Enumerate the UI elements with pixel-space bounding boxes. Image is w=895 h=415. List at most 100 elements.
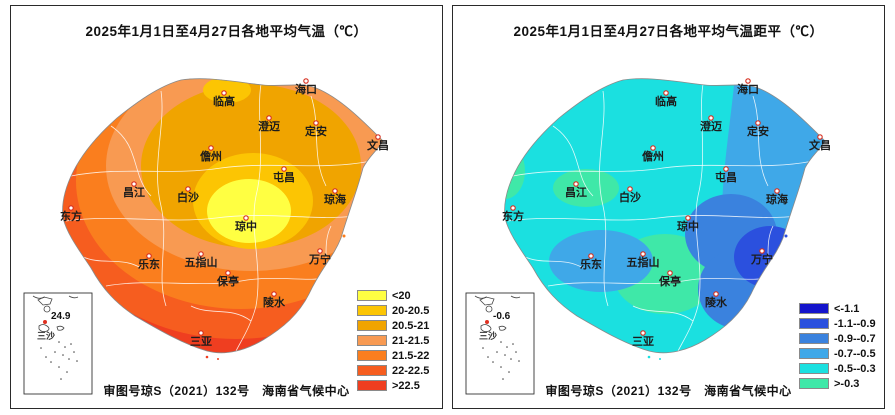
legend-swatch: [357, 290, 387, 301]
city-label: 万宁: [750, 252, 773, 266]
sansha-station-value: -0.6: [493, 311, 511, 322]
city-marker-icon: [303, 78, 309, 84]
city-label: 琼中: [235, 219, 257, 233]
islet-outline: [480, 324, 492, 333]
islet-outline: [510, 295, 521, 299]
city-临高: 临高: [213, 90, 235, 108]
legend-label: 20-20.5: [392, 304, 430, 317]
city-万宁: 万宁: [308, 248, 331, 266]
city-marker-icon: [146, 253, 152, 259]
sansha-station-marker: [43, 320, 47, 324]
inset-scatter-islets: [482, 341, 520, 380]
city-marker-icon: [208, 145, 214, 151]
city-保亭: 保亭: [658, 270, 681, 288]
hainan-coastline: [62, 78, 384, 354]
city-marker-icon: [281, 166, 287, 172]
city-label: 琼中: [677, 219, 699, 233]
city-澄迈: 澄迈: [258, 115, 280, 133]
legend-swatch: [357, 350, 387, 361]
city-五指山: 五指山: [627, 251, 660, 269]
city-乐东: 乐东: [138, 253, 160, 271]
legend-label: -1.1--0.9: [834, 317, 876, 330]
city-定安: 定安: [747, 120, 769, 138]
city-label: 琼海: [766, 192, 788, 206]
sansha-station-marker: [485, 320, 489, 324]
city-label: 临高: [655, 94, 677, 108]
city-白沙: 白沙: [619, 186, 641, 204]
islet-outline: [56, 325, 65, 331]
city-marker-icon: [627, 186, 633, 192]
offshore-islet: [659, 358, 661, 360]
city-marker-icon: [317, 248, 323, 254]
city-澄迈: 澄迈: [700, 115, 722, 133]
legend-label: -0.7--0.5: [834, 347, 876, 360]
islet-outline: [68, 295, 79, 299]
sansha-inset: -0.6 三沙: [465, 292, 535, 395]
city-label: 临高: [213, 94, 235, 108]
city-东方: 东方: [502, 205, 524, 223]
city-marker-icon: [243, 215, 249, 221]
city-marker-icon: [332, 188, 338, 194]
city-label: 三亚: [632, 335, 654, 348]
city-marker-icon: [68, 205, 74, 211]
legend-label: >22.5: [392, 379, 420, 392]
legend-swatch: [357, 380, 387, 391]
sansha-label: 三沙: [479, 331, 497, 341]
city-昌江: 昌江: [123, 181, 145, 199]
city-marker-icon: [221, 90, 227, 96]
legend-swatch: [799, 333, 829, 344]
legend-row: >22.5: [357, 378, 429, 393]
city-陵水: 陵水: [263, 291, 286, 309]
city-儋州: 儋州: [642, 145, 664, 163]
city-海口: 海口: [295, 78, 317, 96]
city-label: 保亭: [658, 274, 681, 288]
islet-outline: [43, 305, 51, 313]
city-屯昌: 屯昌: [715, 166, 737, 184]
inset-frame: [465, 292, 535, 395]
legend-label: <20: [392, 289, 411, 302]
city-陵水: 陵水: [705, 291, 728, 309]
legend-label: <-1.1: [834, 302, 860, 315]
panel-title-avg-temp: 2025年1月1日至4月27日各地平均气温（℃）: [85, 24, 368, 39]
legend-swatch: [357, 305, 387, 316]
city-marker-icon: [185, 186, 191, 192]
city-label: 昌江: [565, 185, 587, 199]
city-label: 陵水: [263, 295, 286, 309]
city-琼海: 琼海: [766, 188, 788, 206]
city-三亚: 三亚: [632, 330, 654, 348]
offshore-islet: [784, 234, 788, 238]
city-marker-icon: [774, 188, 780, 194]
city-文昌: 文昌: [367, 134, 389, 152]
legend-row: <-1.1: [799, 301, 876, 316]
legend-label: -0.5--0.3: [834, 362, 876, 375]
county-boundaries: [65, 83, 372, 352]
legend-row: 20-20.5: [357, 303, 429, 318]
city-琼海: 琼海: [324, 188, 346, 206]
city-label: 三亚: [190, 335, 212, 348]
city-label: 定安: [747, 124, 769, 138]
city-marker-icon: [640, 251, 646, 257]
city-marker-icon: [225, 270, 231, 276]
legend-swatch: [799, 378, 829, 389]
city-label: 昌江: [123, 185, 145, 199]
legend-row: 21.5-22: [357, 348, 429, 363]
city-marker-icon: [759, 248, 765, 254]
islet-outline: [38, 324, 50, 333]
city-label: 乐东: [138, 257, 160, 271]
legend-swatch: [799, 348, 829, 359]
inset-scatter-islets: [40, 341, 78, 380]
legend-row: <20: [357, 288, 429, 303]
city-label: 澄迈: [258, 119, 280, 133]
city-marker-icon: [708, 115, 714, 121]
city-marker-icon: [573, 181, 579, 187]
city-marker-icon: [266, 115, 272, 121]
city-保亭: 保亭: [216, 270, 239, 288]
city-儋州: 儋州: [200, 145, 222, 163]
city-marker-icon: [640, 330, 646, 336]
city-marker-icon: [375, 134, 381, 140]
legend-swatch: [799, 303, 829, 314]
